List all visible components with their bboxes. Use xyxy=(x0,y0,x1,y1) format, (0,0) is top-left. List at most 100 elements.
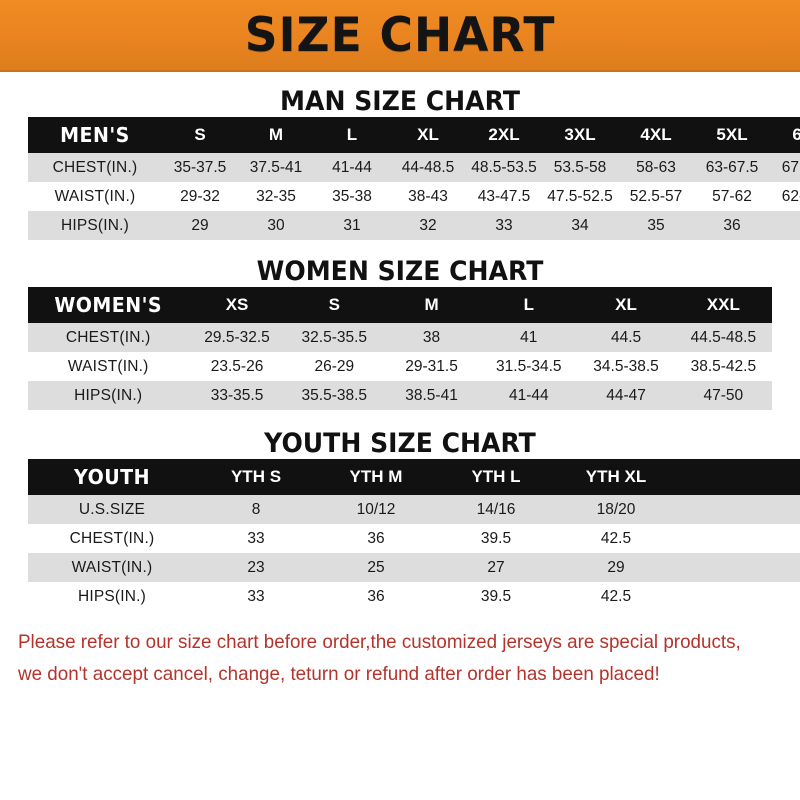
footer-disclaimer: Please refer to our size chart before or… xyxy=(18,627,755,690)
man-row-label-hips: HIPS(IN.) xyxy=(60,216,130,234)
man-size-header-l: L xyxy=(346,125,358,144)
man-waist-2xl: 43-47.5 xyxy=(477,187,531,205)
youth-cell-spacer xyxy=(676,495,772,524)
youth-row-label-hips: HIPS(IN.) xyxy=(77,587,147,605)
youth-waist-m: 25 xyxy=(367,558,385,576)
table-row: WAIST(IN.) 23.5-26 26-29 29-31.5 31.5-34… xyxy=(28,352,772,381)
man-corner-label: MEN'S xyxy=(60,123,130,147)
man-chest-l: 41-44 xyxy=(332,158,372,176)
table-row: HIPS(IN.) 29 30 31 32 33 34 35 36 37 xyxy=(28,211,800,240)
man-size-header-3xl: 3XL xyxy=(564,125,596,144)
youth-waist-xl: 29 xyxy=(607,558,625,576)
women-chest-xl: 44.5 xyxy=(610,328,642,346)
youth-cell-spacer xyxy=(772,524,800,553)
youth-ussize-xl: 18/20 xyxy=(596,500,636,518)
women-section-title: WOMEN SIZE CHART xyxy=(256,256,544,287)
women-table-wrapper: WOMEN'S XS S M L XL XXL CHEST(IN.) 29.5-… xyxy=(28,287,772,410)
women-size-header-s: S xyxy=(328,295,340,314)
women-row-label-chest: CHEST(IN.) xyxy=(65,328,151,346)
man-section-title: MAN SIZE CHART xyxy=(280,86,520,117)
women-row-label-waist: WAIST(IN.) xyxy=(67,357,149,375)
youth-size-header-xl: YTH XL xyxy=(585,467,647,486)
youth-chest-xl: 42.5 xyxy=(600,529,632,547)
youth-cell-spacer xyxy=(676,582,772,611)
man-size-table: MEN'S S M L XL 2XL 3XL 4XL 5XL 6XL CHEST… xyxy=(28,117,800,240)
page-banner: SIZE CHART xyxy=(0,0,800,72)
man-hips-m: 30 xyxy=(267,216,285,234)
women-size-header-xl: XL xyxy=(615,295,637,314)
youth-ussize-m: 10/12 xyxy=(356,500,396,518)
man-chest-s: 35-37.5 xyxy=(173,158,227,176)
man-size-header-4xl: 4XL xyxy=(640,125,672,144)
women-hips-s: 35.5-38.5 xyxy=(301,386,368,404)
women-hips-xs: 33-35.5 xyxy=(210,386,264,404)
man-hips-l: 31 xyxy=(343,216,361,234)
man-chest-2xl: 48.5-53.5 xyxy=(471,158,537,176)
table-row: HIPS(IN.) 33 36 39.5 42.5 xyxy=(28,582,800,611)
table-row: CHEST(IN.) 29.5-32.5 32.5-35.5 38 41 44.… xyxy=(28,323,772,352)
man-size-header-s: S xyxy=(194,125,206,144)
table-row: U.S.SIZE 8 10/12 14/16 18/20 xyxy=(28,495,800,524)
man-chest-m: 37.5-41 xyxy=(249,158,303,176)
man-hips-5xl: 36 xyxy=(723,216,741,234)
youth-size-header-s: YTH S xyxy=(230,467,282,486)
youth-row-label-chest: CHEST(IN.) xyxy=(69,529,155,547)
youth-waist-s: 23 xyxy=(247,558,265,576)
women-size-header-xxl: XXL xyxy=(706,295,740,314)
youth-chest-l: 39.5 xyxy=(480,529,512,547)
man-hips-6xl: 37 xyxy=(770,211,800,240)
youth-table-wrapper: YOUTH YTH S YTH M YTH L YTH XL U.S.SIZE … xyxy=(28,459,800,611)
man-header-row: MEN'S S M L XL 2XL 3XL 4XL 5XL 6XL xyxy=(28,117,800,153)
man-chest-4xl: 58-63 xyxy=(636,158,676,176)
women-waist-xl: 34.5-38.5 xyxy=(593,357,659,375)
women-waist-s: 26-29 xyxy=(314,357,355,375)
women-hips-m: 38.5-41 xyxy=(405,386,458,404)
women-chest-xs: 29.5-32.5 xyxy=(204,328,270,346)
man-hips-4xl: 35 xyxy=(647,216,665,234)
youth-header-row: YOUTH YTH S YTH M YTH L YTH XL xyxy=(28,459,800,495)
man-hips-3xl: 34 xyxy=(571,216,589,234)
women-size-table: WOMEN'S XS S M L XL XXL CHEST(IN.) 29.5-… xyxy=(28,287,772,410)
youth-header-spacer-1 xyxy=(676,459,772,495)
man-waist-m: 32-35 xyxy=(256,187,296,205)
women-chest-l: 41 xyxy=(520,328,538,346)
youth-waist-l: 27 xyxy=(487,558,505,576)
table-row: CHEST(IN.) 33 36 39.5 42.5 xyxy=(28,524,800,553)
man-size-header-xl: XL xyxy=(417,125,439,144)
man-waist-4xl: 52.5-57 xyxy=(629,187,683,205)
women-corner-label: WOMEN'S xyxy=(54,293,163,317)
youth-corner-label: YOUTH xyxy=(74,465,150,489)
youth-size-header-l: YTH L xyxy=(471,467,521,486)
youth-hips-l: 39.5 xyxy=(480,587,512,605)
man-chest-3xl: 53.5-58 xyxy=(553,158,607,176)
women-hips-xxl: 47-50 xyxy=(703,386,744,404)
youth-section-title: YOUTH SIZE CHART xyxy=(264,428,536,459)
man-row-label-chest: CHEST(IN.) xyxy=(52,158,138,176)
women-size-header-l: L xyxy=(523,295,534,314)
man-chest-5xl: 63-67.5 xyxy=(705,158,759,176)
youth-header-spacer-2 xyxy=(772,459,800,495)
women-waist-xxl: 38.5-42.5 xyxy=(690,357,757,375)
man-row-label-waist: WAIST(IN.) xyxy=(54,187,136,205)
youth-cell-spacer xyxy=(676,524,772,553)
women-row-label-hips: HIPS(IN.) xyxy=(74,386,143,404)
man-waist-xl: 38-43 xyxy=(408,187,448,205)
youth-cell-spacer xyxy=(772,582,800,611)
man-table-wrapper: MEN'S S M L XL 2XL 3XL 4XL 5XL 6XL CHEST… xyxy=(28,117,800,240)
youth-hips-s: 33 xyxy=(247,587,265,605)
youth-hips-xl: 42.5 xyxy=(600,587,632,605)
footer-line-2: we don't accept cancel, change, teturn o… xyxy=(18,662,660,685)
women-size-header-m: M xyxy=(424,295,439,314)
youth-cell-spacer xyxy=(772,553,800,582)
youth-cell-spacer xyxy=(772,495,800,524)
man-size-header-m: M xyxy=(268,125,284,144)
man-waist-6xl: 62-66.5 xyxy=(781,187,800,205)
youth-size-header-m: YTH M xyxy=(349,467,403,486)
man-size-header-5xl: 5XL xyxy=(716,125,748,144)
footer-line-1: Please refer to our size chart before or… xyxy=(18,631,741,653)
youth-ussize-l: 14/16 xyxy=(476,500,516,518)
women-waist-xs: 23.5-26 xyxy=(210,357,264,375)
youth-row-label-waist: WAIST(IN.) xyxy=(71,558,153,576)
youth-ussize-s: 8 xyxy=(251,500,261,518)
